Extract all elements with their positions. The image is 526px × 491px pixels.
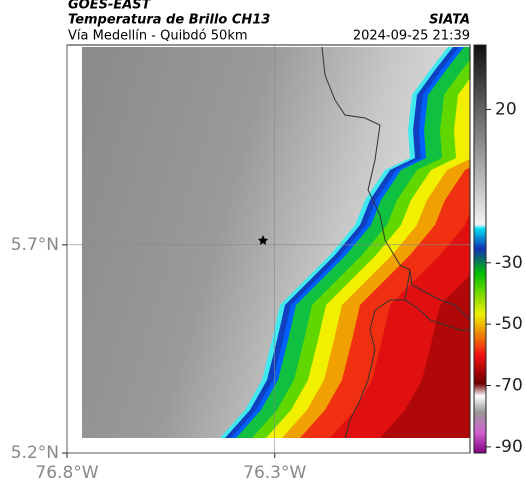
border [321, 46, 470, 331]
satellite-image [82, 47, 470, 438]
city-marker [258, 235, 268, 245]
border [344, 299, 405, 439]
colorbar [473, 44, 487, 454]
colorbar-tick-label: -50 [495, 314, 523, 334]
satellite: GOES-EAST [68, 0, 152, 13]
colorbar-tick-label: -70 [495, 376, 523, 396]
cloud-band [380, 47, 470, 438]
y-tick-label: 5.2°N [11, 443, 59, 463]
colorbar-tick-label: -30 [495, 253, 523, 273]
title: Temperatura de Brillo CH13 [68, 13, 270, 28]
datetime: 2024-09-25 21:39 [353, 29, 470, 44]
x-tick-label: 76.8°W [35, 463, 98, 483]
x-tick-label: 76.3°W [243, 463, 306, 483]
colorbar-tick-label: 20 [495, 99, 517, 119]
subtitle: Vía Medellín - Quibdó 50km [68, 29, 248, 44]
borders [321, 46, 471, 439]
source: SIATA [429, 13, 470, 28]
y-tick-label: 5.7°N [11, 235, 59, 255]
border [409, 269, 471, 321]
colorbar-tick-label: -90 [495, 437, 523, 457]
